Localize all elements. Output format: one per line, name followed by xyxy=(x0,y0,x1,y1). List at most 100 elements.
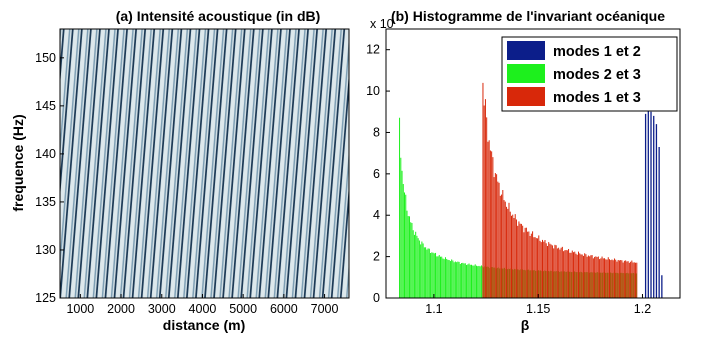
heatmap-light-stripe xyxy=(88,29,114,298)
legend-label-modes-1-3: modes 1 et 3 xyxy=(553,90,641,106)
heatmap-mid-stripe xyxy=(60,29,80,271)
heatmap-mid-stripe xyxy=(282,29,306,298)
heatmap-mid-stripe xyxy=(255,29,279,298)
heatmap-mid-stripe xyxy=(210,29,234,298)
chart-a-ylabel: frequence (Hz) xyxy=(10,114,26,211)
x-tick-label: 1.15 xyxy=(526,302,550,316)
heatmap-light-stripe xyxy=(333,101,349,298)
y-tick-label: 130 xyxy=(35,243,56,257)
heatmap-dark-stripe xyxy=(68,29,92,298)
histogram-bars xyxy=(399,82,663,298)
heatmap-dark-stripe xyxy=(240,29,264,298)
heatmap-light-stripe xyxy=(306,29,332,298)
x-tick-label: 3000 xyxy=(148,302,176,316)
heatmap-light-stripe xyxy=(224,29,250,298)
heatmap-light-stripe xyxy=(324,29,349,298)
x-tick-label: 4000 xyxy=(189,302,217,316)
heatmap-mid-stripe xyxy=(146,29,170,298)
heatmap-light-stripe xyxy=(97,29,123,298)
heatmap-light-stripe xyxy=(79,29,105,298)
heatmap-a-stripes xyxy=(27,27,375,300)
heatmap-dark-stripe xyxy=(77,29,101,298)
heatmap-mid-stripe xyxy=(228,29,252,298)
y-tick-label: 4 xyxy=(373,208,380,222)
heatmap-mid-stripe xyxy=(155,29,180,298)
heatmap-light-stripe xyxy=(60,29,78,249)
chart-b-xlabel: β xyxy=(521,317,530,333)
heatmap-mid-stripe xyxy=(291,29,315,298)
y-tick-label: 125 xyxy=(35,291,56,305)
heatmap-dark-stripe xyxy=(285,29,309,298)
chart-b-legend: modes 1 et 2 modes 2 et 3 modes 1 et 3 xyxy=(501,36,678,112)
x-tick-label: 5000 xyxy=(229,302,257,316)
y-tick-label: 140 xyxy=(35,147,56,161)
panel-a: (a) Intensité acoustique (in dB) 1000 200… xyxy=(10,8,375,333)
heatmap-mid-stripe xyxy=(192,29,216,298)
heatmap-dark-stripe xyxy=(140,29,165,298)
heatmap-dark-stripe xyxy=(60,29,83,298)
heatmap-light-stripe xyxy=(269,29,295,298)
heatmap-mid-stripe xyxy=(137,29,161,298)
heatmap-mid-stripe xyxy=(60,29,62,47)
heatmap-mid-stripe xyxy=(237,29,261,298)
chart-b-x-ticks: 1.1 1.15 1.2 xyxy=(425,294,651,316)
heatmap-light-stripe xyxy=(353,27,375,300)
x-tick-label: 1000 xyxy=(66,302,94,316)
heatmap-dark-stripe xyxy=(339,184,349,298)
x-tick-label: 1.2 xyxy=(634,302,651,316)
heatmap-mid-stripe xyxy=(300,29,324,298)
heatmap-dark-stripe xyxy=(231,29,255,298)
heatmap-mid-stripe xyxy=(327,36,349,298)
legend-swatch-modes-1-2 xyxy=(507,41,545,60)
heatmap-mid-stripe xyxy=(264,29,288,298)
heatmap-mid-stripe xyxy=(65,29,89,298)
heatmap-light-stripe xyxy=(342,213,349,298)
heatmap-mid-stripe xyxy=(201,29,225,298)
heatmap-dark-stripe xyxy=(60,29,74,199)
chart-b-y-ticks: 0 2 4 6 8 10 12 xyxy=(366,43,390,305)
chart-a-title: (a) Intensité acoustique (in dB) xyxy=(116,8,321,24)
heatmap-mid-stripe xyxy=(183,29,207,298)
heatmap-mid-stripe xyxy=(110,29,134,298)
heatmap-dark-stripe xyxy=(167,29,192,298)
heatmap-light-stripe xyxy=(125,29,151,298)
heatmap-light-stripe xyxy=(215,29,241,298)
x-tick-label: 1.1 xyxy=(425,302,442,316)
heatmap-light-stripe xyxy=(27,27,49,300)
legend-label-modes-2-3: modes 2 et 3 xyxy=(553,67,641,83)
heatmap-dark-stripe xyxy=(249,29,273,298)
chart-a-x-ticks: 1000 2000 3000 4000 5000 6000 7000 xyxy=(66,294,339,316)
panel-b: 1.1 1.15 1.2 0 2 4 6 8 10 12 x 10 (b) Histogramm… xyxy=(366,8,681,333)
heatmap-dark-stripe xyxy=(348,296,349,298)
x-tick-label: 6000 xyxy=(270,302,298,316)
heatmap-mid-stripe xyxy=(309,29,333,298)
heatmap-mid-stripe xyxy=(346,260,349,298)
y-tick-label: 10 xyxy=(366,84,380,98)
heatmap-light-stripe xyxy=(206,29,232,298)
heatmap-dark-stripe xyxy=(122,29,147,298)
heatmap-dark-stripe xyxy=(86,29,110,298)
heatmap-dark-stripe xyxy=(176,29,201,298)
heatmap-dark-stripe xyxy=(312,29,337,298)
plot-a-frame xyxy=(59,28,350,299)
x-tick-label: 7000 xyxy=(311,302,339,316)
heatmap-light-stripe xyxy=(251,29,277,298)
heatmap-light-stripe xyxy=(143,29,169,298)
heatmap-mid-stripe xyxy=(60,29,71,159)
y-tick-label: 135 xyxy=(35,195,56,209)
heatmap-light-stripe xyxy=(188,29,214,298)
chart-a-xlabel: distance (m) xyxy=(163,317,245,333)
heatmap-dark-stripe xyxy=(204,29,228,298)
heatmap-light-stripe xyxy=(260,29,286,298)
heatmap-mid-stripe xyxy=(74,29,98,298)
heatmap-light-stripe xyxy=(61,29,87,298)
heatmap-mid-stripe xyxy=(30,27,52,300)
heatmap-mid-stripe xyxy=(92,29,116,298)
heatmap-mid-stripe xyxy=(83,29,107,298)
heatmap-dark-stripe xyxy=(303,29,328,298)
heatmap-dark-stripe xyxy=(158,29,183,298)
heatmap-light-stripe xyxy=(278,29,304,298)
y-tick-label: 6 xyxy=(373,167,380,181)
y-tick-label: 2 xyxy=(373,250,380,264)
